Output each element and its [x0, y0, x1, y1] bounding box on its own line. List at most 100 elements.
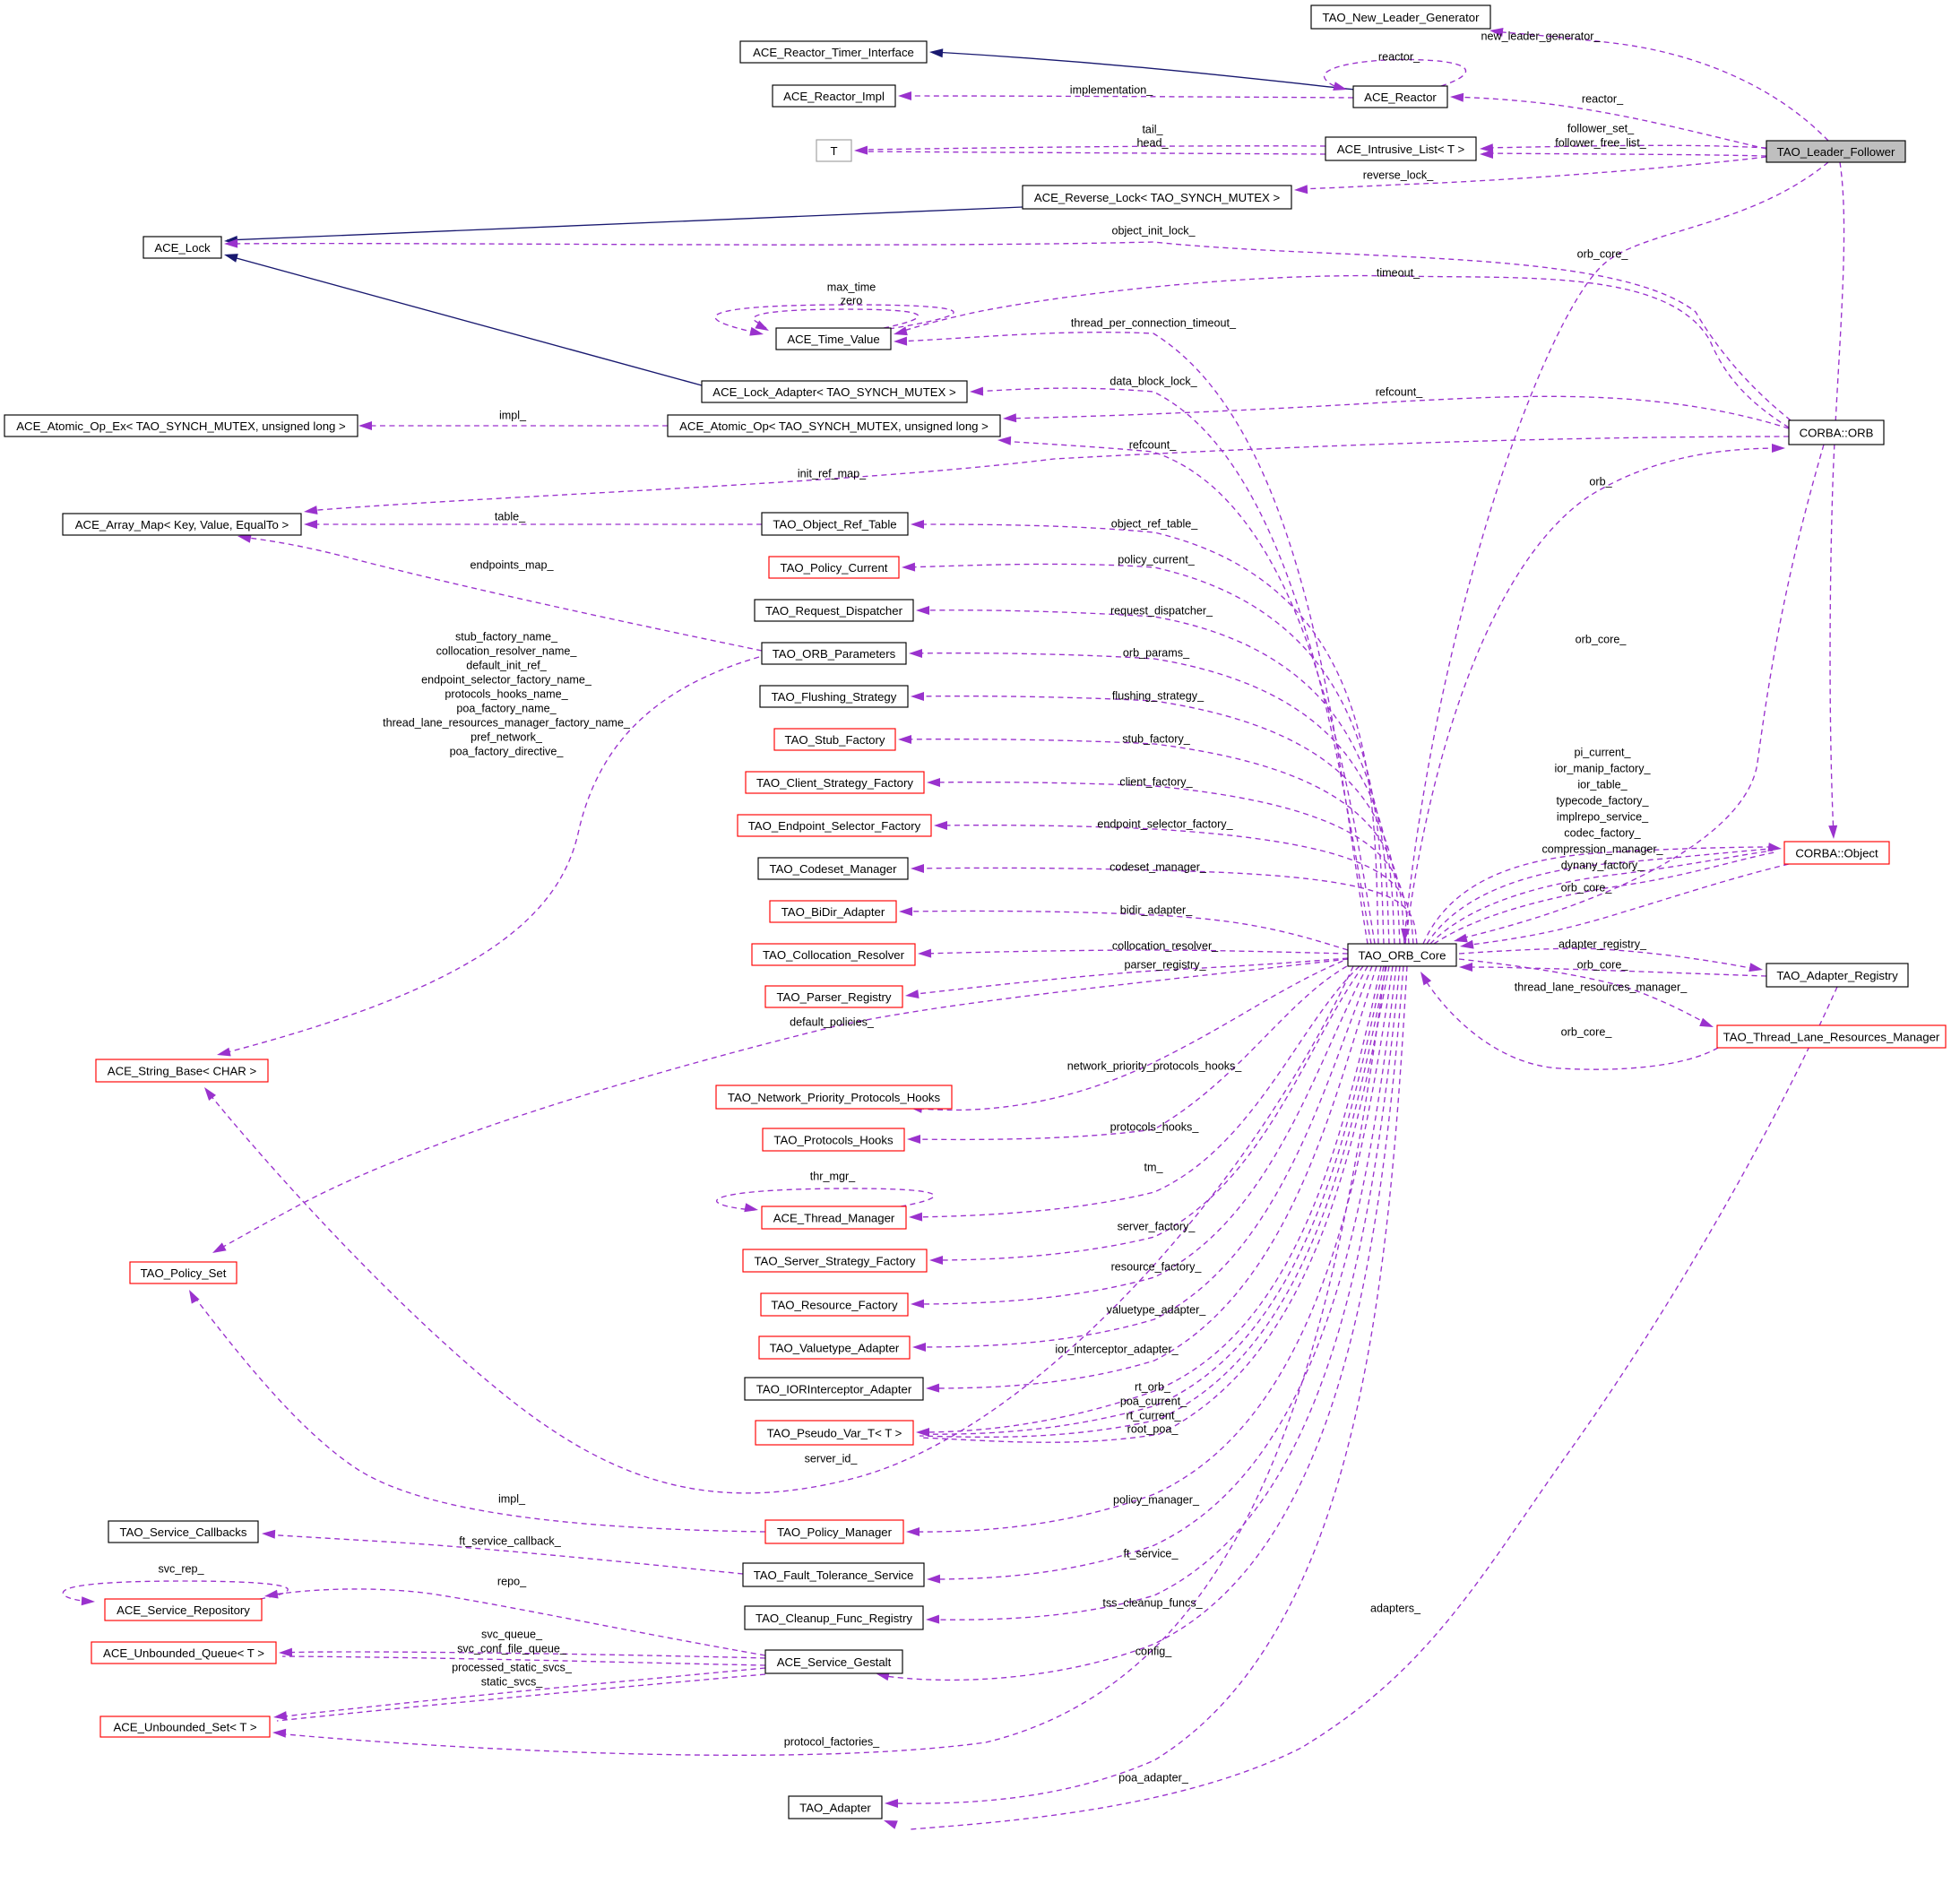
svg-text:TAO_Endpoint_Selector_Factory: TAO_Endpoint_Selector_Factory: [748, 819, 921, 833]
svg-text:codec_factory_: codec_factory_: [1564, 827, 1641, 840]
svg-text:TAO_Adapter_Registry: TAO_Adapter_Registry: [1776, 969, 1898, 982]
svg-text:adapters_: adapters_: [1370, 1603, 1421, 1615]
svg-text:TAO_Server_Strategy_Factory: TAO_Server_Strategy_Factory: [754, 1255, 915, 1268]
svg-text:ACE_Reactor_Impl: ACE_Reactor_Impl: [783, 90, 885, 103]
svg-text:pref_network_: pref_network_: [471, 731, 543, 744]
svg-text:svc_queue_: svc_queue_: [481, 1629, 543, 1641]
svg-text:TAO_Request_Dispatcher: TAO_Request_Dispatcher: [765, 604, 903, 618]
svg-text:ACE_Service_Repository: ACE_Service_Repository: [117, 1603, 250, 1617]
svg-text:ft_service_: ft_service_: [1124, 1548, 1179, 1560]
svg-text:thread_lane_resources_manager_: thread_lane_resources_manager_: [1515, 981, 1688, 994]
svg-text:tss_cleanup_funcs_: tss_cleanup_funcs_: [1102, 1597, 1203, 1610]
svg-text:TAO_Thread_Lane_Resources_Mana: TAO_Thread_Lane_Resources_Manager: [1723, 1031, 1940, 1044]
svg-text:zero: zero: [841, 295, 863, 307]
svg-text:policy_manager_: policy_manager_: [1113, 1494, 1200, 1507]
svg-text:tm_: tm_: [1144, 1162, 1164, 1174]
svg-text:dynany_factory_: dynany_factory_: [1561, 860, 1645, 872]
svg-text:ior_interceptor_adapter_: ior_interceptor_adapter_: [1055, 1344, 1179, 1356]
svg-text:TAO_Valuetype_Adapter: TAO_Valuetype_Adapter: [770, 1342, 900, 1355]
svg-text:network_priority_protocols_hoo: network_priority_protocols_hooks_: [1067, 1060, 1243, 1073]
svg-text:reverse_lock_: reverse_lock_: [1363, 169, 1434, 182]
svg-text:processed_static_svcs_: processed_static_svcs_: [452, 1662, 573, 1674]
svg-text:ACE_Atomic_Op< TAO_SYNCH_MUTEX: ACE_Atomic_Op< TAO_SYNCH_MUTEX, unsigned…: [679, 419, 989, 433]
svg-text:follower_set_: follower_set_: [1567, 123, 1635, 135]
svg-text:TAO_ORB_Core: TAO_ORB_Core: [1359, 949, 1446, 963]
svg-text:flushing_strategy_: flushing_strategy_: [1112, 690, 1204, 703]
svg-text:orb_core_: orb_core_: [1561, 1026, 1613, 1039]
svg-text:TAO_Service_Callbacks: TAO_Service_Callbacks: [120, 1525, 247, 1539]
svg-text:poa_factory_name_: poa_factory_name_: [456, 703, 557, 715]
svg-text:protocol_factories_: protocol_factories_: [784, 1736, 880, 1749]
svg-text:object_ref_table_: object_ref_table_: [1111, 518, 1199, 531]
svg-text:CORBA::Object: CORBA::Object: [1795, 847, 1878, 860]
svg-text:orb_core_: orb_core_: [1577, 248, 1629, 261]
svg-text:rt_orb_: rt_orb_: [1135, 1381, 1171, 1394]
svg-text:parser_registry_: parser_registry_: [1125, 959, 1207, 972]
svg-text:ACE_Lock: ACE_Lock: [154, 241, 211, 255]
svg-text:new_leader_generator_: new_leader_generator_: [1481, 30, 1601, 43]
svg-text:TAO_Policy_Set: TAO_Policy_Set: [141, 1266, 227, 1280]
svg-text:ACE_Array_Map< Key, Value, Equ: ACE_Array_Map< Key, Value, EqualTo >: [75, 518, 289, 531]
svg-text:protocols_hooks_name_: protocols_hooks_name_: [445, 688, 568, 701]
svg-text:server_factory_: server_factory_: [1118, 1221, 1196, 1233]
svg-text:TAO_IORInterceptor_Adapter: TAO_IORInterceptor_Adapter: [756, 1383, 912, 1396]
svg-text:timeout_: timeout_: [1377, 267, 1420, 280]
svg-text:adapter_registry_: adapter_registry_: [1559, 938, 1647, 951]
svg-text:TAO_New_Leader_Generator: TAO_New_Leader_Generator: [1323, 11, 1481, 24]
svg-text:refcount_: refcount_: [1129, 439, 1178, 452]
svg-text:ft_service_callback_: ft_service_callback_: [459, 1535, 561, 1548]
svg-text:thr_mgr_: thr_mgr_: [810, 1171, 856, 1183]
svg-text:ACE_Time_Value: ACE_Time_Value: [787, 333, 879, 346]
svg-text:TAO_BiDir_Adapter: TAO_BiDir_Adapter: [781, 905, 885, 919]
svg-text:root_poa_: root_poa_: [1127, 1423, 1179, 1436]
svg-text:compression_manager_: compression_manager_: [1541, 843, 1663, 856]
svg-text:CORBA::ORB: CORBA::ORB: [1800, 427, 1874, 440]
svg-text:ACE_String_Base< CHAR >: ACE_String_Base< CHAR >: [108, 1065, 257, 1078]
svg-text:implementation_: implementation_: [1070, 84, 1153, 97]
svg-text:TAO_Policy_Manager: TAO_Policy_Manager: [777, 1525, 893, 1539]
svg-text:poa_factory_directive_: poa_factory_directive_: [450, 746, 565, 758]
svg-text:poa_adapter_: poa_adapter_: [1118, 1772, 1189, 1785]
svg-text:server_id_: server_id_: [805, 1453, 859, 1465]
svg-text:orb_: orb_: [1589, 476, 1612, 488]
svg-text:TAO_Stub_Factory: TAO_Stub_Factory: [785, 733, 885, 747]
svg-text:pi_current_: pi_current_: [1574, 747, 1631, 759]
svg-text:collocation_resolver_: collocation_resolver_: [1112, 940, 1219, 953]
svg-text:codeset_manager_: codeset_manager_: [1110, 861, 1207, 874]
svg-text:object_init_lock_: object_init_lock_: [1111, 225, 1196, 238]
svg-text:rt_current_: rt_current_: [1127, 1410, 1182, 1422]
svg-text:TAO_Pseudo_Var_T< T >: TAO_Pseudo_Var_T< T >: [767, 1427, 902, 1440]
svg-text:init_ref_map_: init_ref_map_: [798, 468, 867, 480]
svg-text:ACE_Service_Gestalt: ACE_Service_Gestalt: [777, 1655, 892, 1669]
svg-text:ACE_Lock_Adapter< TAO_SYNCH_MU: ACE_Lock_Adapter< TAO_SYNCH_MUTEX >: [712, 385, 956, 399]
svg-text:tail_: tail_: [1142, 124, 1163, 136]
svg-text:typecode_factory_: typecode_factory_: [1557, 795, 1650, 808]
svg-text:ACE_Reverse_Lock< TAO_SYNCH_MU: ACE_Reverse_Lock< TAO_SYNCH_MUTEX >: [1034, 191, 1281, 204]
svg-text:table_: table_: [495, 511, 526, 523]
svg-text:ACE_Reactor: ACE_Reactor: [1364, 91, 1437, 104]
svg-text:orb_core_: orb_core_: [1576, 634, 1628, 646]
svg-text:reactor_: reactor_: [1582, 93, 1624, 106]
svg-text:TAO_Policy_Current: TAO_Policy_Current: [781, 561, 888, 575]
svg-text:stub_factory_name_: stub_factory_name_: [455, 631, 558, 644]
svg-text:valuetype_adapter_: valuetype_adapter_: [1107, 1304, 1207, 1317]
svg-text:TAO_Parser_Registry: TAO_Parser_Registry: [776, 990, 891, 1004]
svg-text:repo_: repo_: [497, 1576, 527, 1588]
svg-text:collocation_resolver_name_: collocation_resolver_name_: [436, 645, 578, 658]
svg-text:ACE_Unbounded_Set< T >: ACE_Unbounded_Set< T >: [113, 1721, 256, 1734]
svg-text:ACE_Atomic_Op_Ex< TAO_SYNCH_MU: ACE_Atomic_Op_Ex< TAO_SYNCH_MUTEX, unsig…: [16, 419, 346, 433]
svg-text:client_factory_: client_factory_: [1119, 776, 1193, 789]
svg-text:svc_conf_file_queue_: svc_conf_file_queue_: [457, 1643, 567, 1655]
svg-text:impl_: impl_: [498, 1493, 526, 1506]
svg-text:stub_factory_: stub_factory_: [1122, 733, 1191, 746]
svg-text:protocols_hooks_: protocols_hooks_: [1110, 1121, 1200, 1134]
svg-text:TAO_Fault_Tolerance_Service: TAO_Fault_Tolerance_Service: [754, 1569, 914, 1582]
svg-text:static_svcs_: static_svcs_: [481, 1676, 544, 1689]
svg-text:TAO_Protocols_Hooks: TAO_Protocols_Hooks: [773, 1134, 894, 1147]
svg-text:implrepo_service_: implrepo_service_: [1557, 811, 1649, 824]
svg-text:TAO_Codeset_Manager: TAO_Codeset_Manager: [770, 862, 898, 876]
svg-text:ior_table_: ior_table_: [1577, 779, 1628, 791]
svg-text:data_block_lock_: data_block_lock_: [1110, 376, 1197, 388]
svg-text:config_: config_: [1135, 1646, 1173, 1658]
svg-text:orb_params_: orb_params_: [1123, 647, 1190, 660]
